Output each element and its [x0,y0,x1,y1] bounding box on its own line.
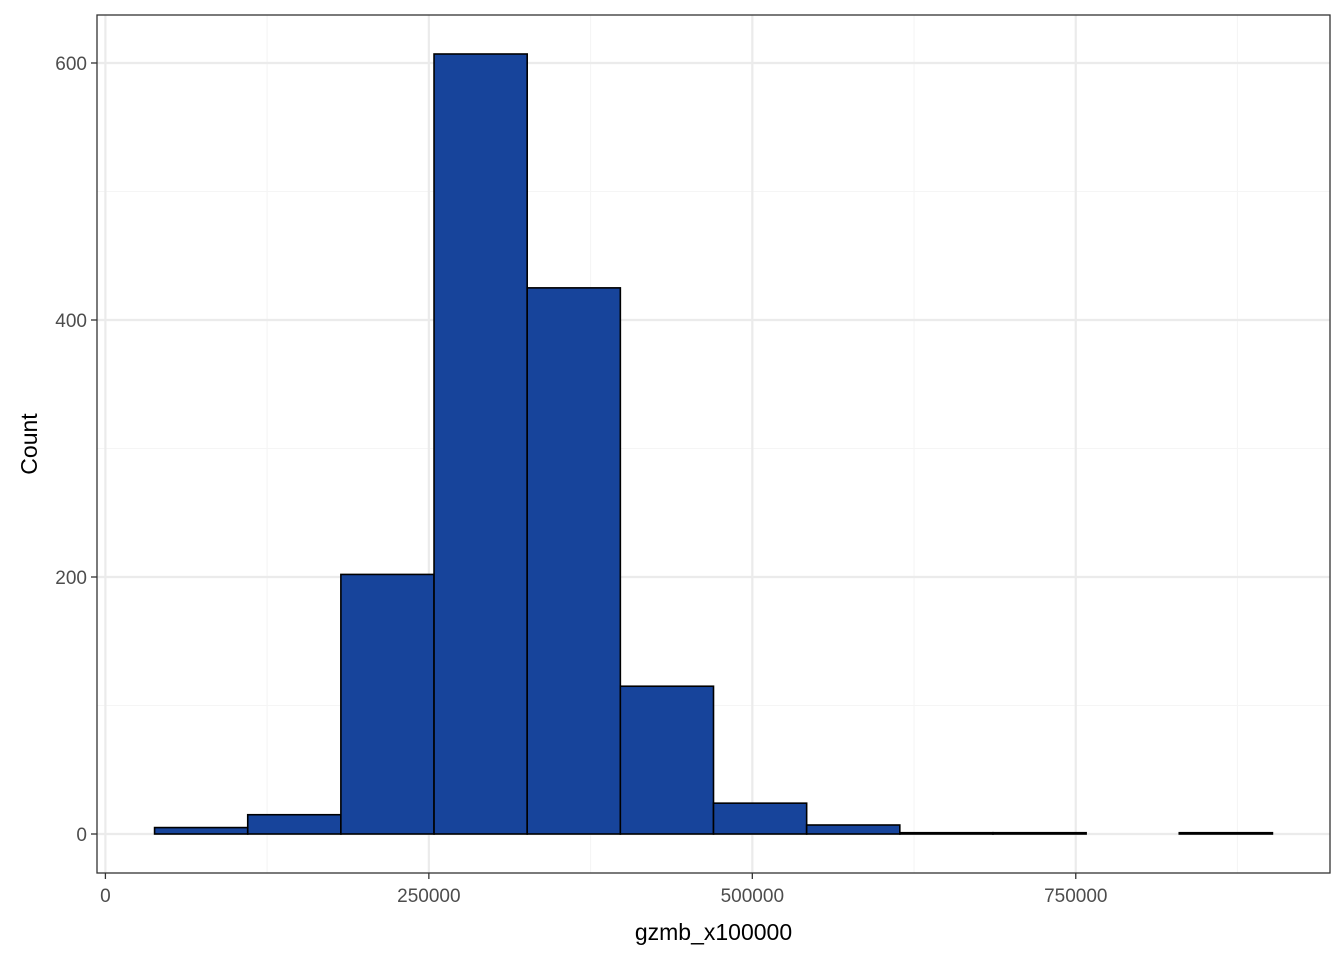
histogram-bar-5 [526,287,622,835]
histogram-bar-6 [619,685,715,835]
panel-border [96,14,1331,874]
histogram-bar-2 [246,813,342,835]
y-tick-label: 0 [76,825,87,846]
y-axis-tick-labels: 0 200 400 600 [55,54,87,846]
y-tick-label: 400 [55,311,87,332]
histogram-bar-9 [899,831,994,835]
x-axis-tick-labels: 0 250000 500000 750000 [100,886,1107,907]
histogram-bar-3 [340,573,435,835]
histogram-bar-7 [712,802,808,835]
histogram-bar-4 [433,53,528,835]
x-tick-label: 0 [100,886,111,907]
x-tick-label: 250000 [397,886,460,907]
histogram-bar-1 [153,826,249,835]
y-tick-label: 200 [55,568,87,589]
y-axis-title: Count [16,413,42,475]
histogram-bar-8 [805,824,901,835]
x-axis-ticks [104,873,1077,879]
x-tick-label: 500000 [721,886,784,907]
y-axis-ticks [91,62,97,835]
histogram-bar-12 [1178,831,1274,835]
y-tick-label: 600 [55,54,87,75]
histogram-bars [153,53,1274,835]
x-axis-title: gzmb_x100000 [635,919,792,945]
histogram-bar-10 [992,831,1087,835]
x-tick-label: 750000 [1044,886,1107,907]
